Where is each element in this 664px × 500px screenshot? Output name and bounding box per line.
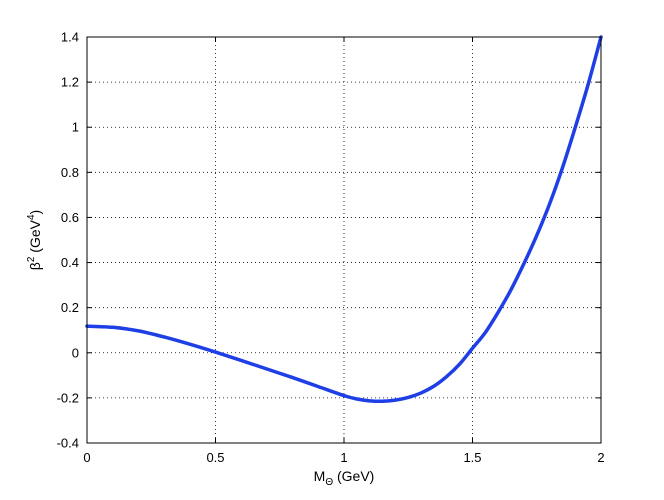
y-axis-label-sup: 2 [26, 256, 37, 262]
y-tick-label: 0.4 [61, 255, 79, 270]
x-tick-label: 0.5 [206, 450, 224, 465]
grid [87, 37, 601, 443]
x-axis-label-base: M [314, 468, 326, 484]
ticks: 0 0.5 1 1.5 2 -0.4 -0.2 0 0.2 0.4 0.6 0.8 1 1.2 1.4 [57, 30, 605, 466]
y-tick-label: 1.4 [61, 30, 79, 45]
x-axis-label-rest: (GeV) [333, 468, 374, 484]
x-axis-label: MΘ (GeV) [314, 468, 375, 488]
x-tick-label: 0 [83, 450, 90, 465]
y-axis-label: β2 (GeV4) [26, 210, 43, 270]
y-tick-label: 1 [72, 120, 79, 135]
x-axis-label-sub: Θ [325, 477, 333, 488]
y-axis-label-sup2: 4 [26, 214, 37, 220]
y-tick-label: 0.2 [61, 300, 79, 315]
y-axis-label-base: β [27, 262, 43, 270]
y-tick-label: 0.8 [61, 165, 79, 180]
x-tick-label: 2 [597, 450, 604, 465]
x-tick-label: 1.5 [463, 450, 481, 465]
y-axis-label-end: ) [27, 210, 43, 215]
series-line [85, 35, 603, 404]
y-tick-label: -0.4 [57, 436, 79, 451]
y-tick-label: -0.2 [57, 390, 79, 405]
x-tick-label: 1 [340, 450, 347, 465]
y-tick-label: 0 [72, 345, 79, 360]
y-tick-label: 1.2 [61, 75, 79, 90]
y-axis-label-mid: (GeV [27, 219, 43, 256]
y-tick-label: 0.6 [61, 210, 79, 225]
